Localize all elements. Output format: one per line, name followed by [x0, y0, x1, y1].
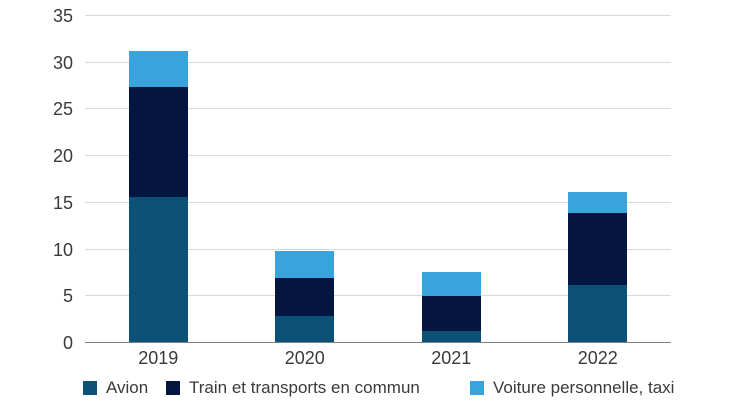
y-tick-label-25: 25: [52, 99, 73, 120]
bar-2019: [128, 50, 188, 342]
y-tick-label-0: 0: [62, 333, 73, 353]
y-tick-label-10: 10: [52, 239, 73, 260]
legend-item-train-et-transports-en-commun: Train et transports en commun: [166, 376, 420, 400]
bar-segment-2022-avion: [568, 285, 628, 342]
gridline-30: [85, 61, 671, 63]
y-tick-label-35: 35: [52, 6, 73, 26]
legend-swatch-avion: [83, 381, 97, 395]
legend-item-avion: Avion: [83, 376, 148, 400]
bar-segment-2021-train-et-transports-en-commun: [421, 296, 481, 331]
plot-area: [85, 15, 671, 343]
legend-item-voiture-personnelle-taxi: Voiture personnelle, taxi: [470, 376, 674, 400]
x-axis-line: [85, 342, 671, 343]
bar-segment-2021-voiture-personnelle-taxi: [421, 271, 481, 297]
legend-label-avion: Avion: [106, 378, 149, 397]
gridline-20: [85, 155, 671, 157]
y-tick-label-5: 5: [62, 286, 73, 307]
y-axis: 0 5 10 15 20 25 30 35: [0, 6, 73, 353]
bar-segment-2020-train-et-transports-en-commun: [275, 277, 335, 316]
bar-segment-2019-train-et-transports-en-commun: [128, 87, 188, 198]
bar-segment-2021-avion: [421, 330, 481, 342]
y-tick-label-30: 30: [52, 52, 73, 73]
legend-label-voiture-personnelle-taxi: Voiture personnelle, taxi: [493, 378, 675, 397]
x-tick-label-2019: 2019: [138, 348, 179, 368]
gridline-25: [85, 108, 671, 110]
bar-2022: [568, 191, 628, 342]
bar-segment-2022-voiture-personnelle-taxi: [568, 191, 628, 214]
legend-swatch-train-et-transports-en-commun: [166, 381, 180, 395]
x-tick-label-2022: 2022: [577, 348, 618, 368]
x-tick-label-2020: 2020: [284, 348, 325, 368]
bar-2020: [275, 251, 335, 342]
bar-segment-2022-train-et-transports-en-commun: [568, 213, 628, 285]
gridline-10: [85, 248, 671, 250]
bar-segment-2020-avion: [275, 315, 335, 342]
bar-segment-2020-voiture-personnelle-taxi: [275, 251, 335, 278]
bar-2021: [421, 271, 481, 342]
y-tick-label-15: 15: [52, 192, 73, 213]
legend: Avion Train et transports en commun Voitur…: [0, 376, 730, 404]
gridline-35: [85, 15, 671, 16]
legend-label-train-et-transports-en-commun: Train et transports en commun: [189, 378, 420, 397]
x-axis: 2019 2020 2021 2022: [85, 347, 671, 369]
legend-swatch-voiture-personnelle-taxi: [470, 381, 484, 395]
gridline-5: [85, 295, 671, 297]
bar-segment-2019-avion: [128, 197, 188, 342]
x-tick-label-2021: 2021: [431, 348, 472, 368]
gridline-15: [85, 201, 671, 203]
bar-segment-2019-voiture-personnelle-taxi: [128, 50, 188, 88]
y-tick-label-20: 20: [52, 146, 73, 167]
